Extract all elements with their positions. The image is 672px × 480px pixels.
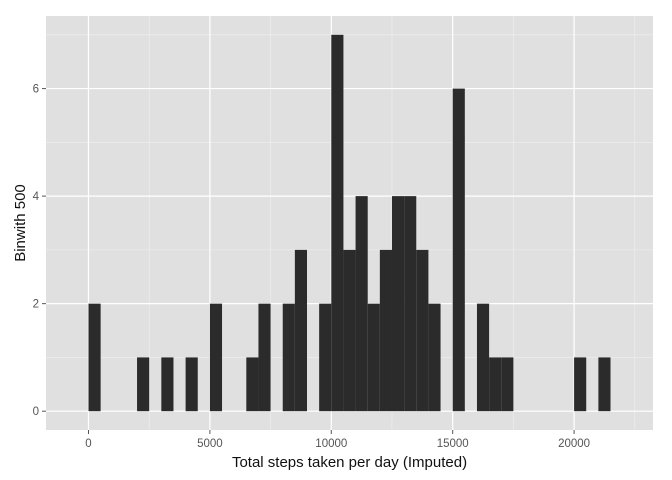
histogram-bar-16500 bbox=[489, 357, 502, 412]
y-axis-ticks: 0 2 4 6 bbox=[33, 84, 46, 418]
histogram-bar-5000 bbox=[209, 303, 223, 412]
histogram-bar-7000 bbox=[258, 303, 271, 412]
histogram-bar-4000 bbox=[185, 357, 198, 412]
histogram-bar-9500 bbox=[319, 303, 332, 412]
y-tick-label: 2 bbox=[33, 299, 39, 311]
histogram-bars bbox=[88, 34, 611, 412]
histogram-bar-0 bbox=[88, 303, 101, 412]
histogram-bar-16000 bbox=[476, 303, 490, 412]
histogram-bar-11500 bbox=[367, 303, 380, 412]
histogram-bar-17000 bbox=[501, 357, 514, 412]
histogram-bar-12500 bbox=[391, 196, 405, 412]
x-tick-label: 0 bbox=[85, 438, 91, 450]
histogram-bar-10000 bbox=[331, 34, 344, 412]
y-tick-label: 6 bbox=[33, 84, 39, 96]
y-tick-label: 0 bbox=[33, 406, 39, 418]
y-tick-label: 4 bbox=[33, 191, 40, 203]
histogram-bar-20000 bbox=[574, 357, 587, 412]
histogram-bar-15000 bbox=[452, 88, 465, 412]
histogram-bar-2000 bbox=[137, 357, 150, 412]
histogram-bar-14000 bbox=[428, 303, 441, 412]
histogram-bar-13000 bbox=[404, 196, 417, 412]
histogram-bar-10500 bbox=[343, 249, 356, 412]
histogram-bar-21000 bbox=[598, 357, 611, 412]
histogram-bar-13500 bbox=[416, 249, 429, 412]
histogram-bar-8500 bbox=[294, 249, 308, 412]
x-axis-title: Total steps taken per day (Imputed) bbox=[232, 454, 467, 471]
histogram-bar-8000 bbox=[282, 303, 295, 412]
histogram-bar-3000 bbox=[161, 357, 174, 412]
x-tick-label: 5000 bbox=[197, 438, 223, 450]
histogram-bar-6500 bbox=[246, 357, 259, 412]
histogram-bar-12000 bbox=[379, 249, 392, 412]
x-tick-label: 20000 bbox=[558, 438, 590, 450]
x-tick-label: 15000 bbox=[437, 438, 469, 450]
x-axis-ticks: 0 5000 10000 15000 20000 bbox=[85, 430, 590, 450]
x-tick-label: 10000 bbox=[315, 438, 347, 450]
histogram-bar-11000 bbox=[355, 196, 368, 412]
y-axis-title: Binwith 500 bbox=[12, 184, 29, 262]
